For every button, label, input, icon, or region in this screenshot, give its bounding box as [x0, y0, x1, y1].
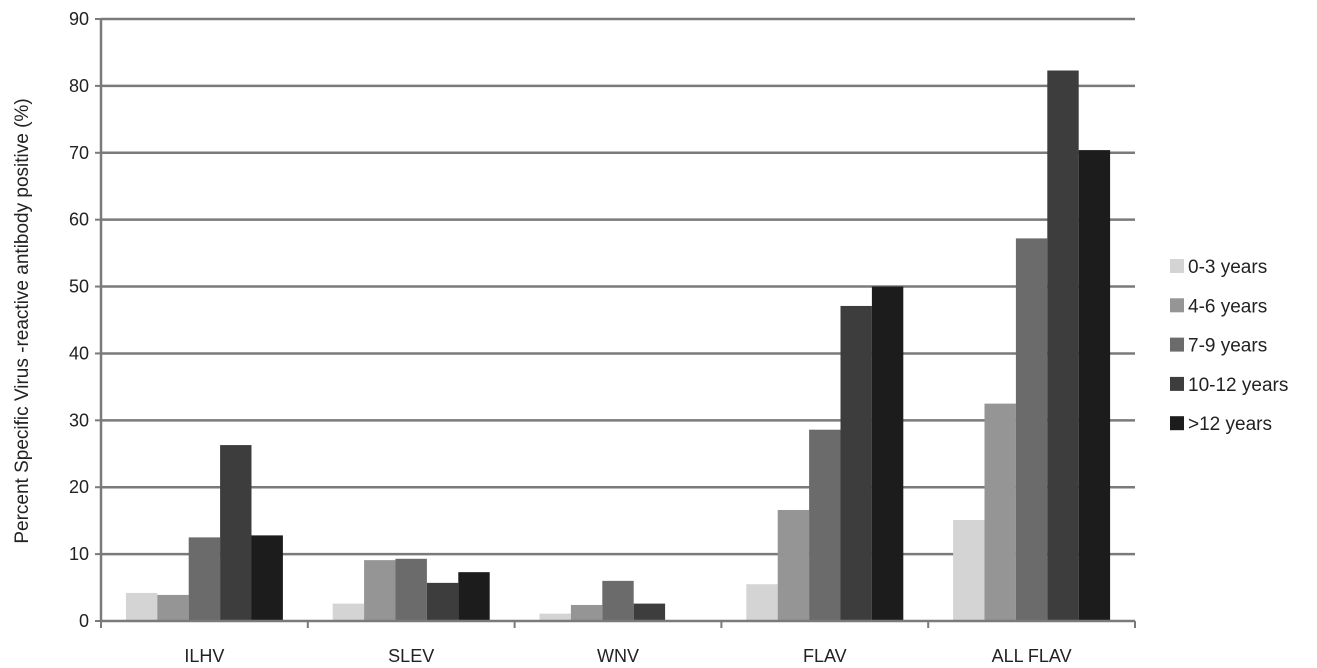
legend-label: 7-9 years: [1188, 336, 1267, 357]
bar-slev-series-5: [458, 572, 490, 621]
x-tick-label: ILHV: [184, 646, 224, 666]
y-tick-label: 60: [69, 210, 89, 230]
x-tick-label: WNV: [597, 646, 639, 666]
legend: 0-3 years 4-6 years 7-9 years 10-12 years >1…: [1170, 257, 1288, 435]
bar-flav-series-1: [746, 584, 778, 621]
bar-all-flav-series-3: [1015, 238, 1048, 621]
y-axis-title: Percent Specific Virus -reactive antibod…: [12, 98, 33, 543]
bars: [125, 70, 1111, 621]
x-tick-label: FLAV: [803, 646, 847, 666]
y-tick-label: 80: [69, 76, 89, 96]
y-tick-label: 40: [69, 343, 89, 363]
y-tick-label: 10: [69, 544, 89, 564]
y-tick-label: 50: [69, 277, 89, 297]
bar-flav-series-4: [840, 305, 872, 621]
legend-swatch: [1170, 298, 1184, 313]
x-tick-label: SLEV: [388, 646, 434, 666]
bar-slev-series-4: [426, 582, 459, 621]
legend-label: 10-12 years: [1188, 375, 1288, 396]
y-tick-label: 90: [69, 9, 89, 29]
legend-swatch: [1170, 259, 1184, 273]
y-tick-label: 70: [69, 143, 89, 163]
y-tick-label: 30: [69, 410, 89, 430]
bar-wnv-series-3: [602, 580, 634, 621]
bar-all-flav-series-1: [953, 519, 985, 621]
bar-all-flav-series-4: [1047, 70, 1079, 621]
bar-flav-series-3: [809, 429, 841, 621]
bar-slev-series-1: [332, 603, 365, 621]
bar-ilhv-series-4: [220, 445, 252, 621]
x-tick-label: ALL FLAV: [992, 646, 1072, 666]
bar-all-flav-series-5: [1078, 150, 1111, 621]
bar-ilhv-series-5: [251, 535, 283, 621]
legend-swatch: [1170, 416, 1184, 431]
legend-swatch: [1170, 337, 1184, 352]
legend-label: 4-6 years: [1188, 296, 1267, 317]
y-tick-label: 0: [79, 611, 89, 631]
bar-slev-series-3: [395, 558, 427, 621]
y-tick-label: 20: [69, 477, 89, 497]
legend-label: >12 years: [1188, 414, 1272, 435]
legend-swatch: [1170, 376, 1184, 391]
bar-ilhv-series-1: [125, 592, 158, 621]
bar-wnv-series-1: [539, 613, 571, 621]
bar-wnv-series-2: [570, 604, 603, 621]
bar-all-flav-series-2: [984, 403, 1016, 621]
bar-ilhv-series-3: [188, 537, 221, 621]
bar-flav-series-5: [871, 286, 904, 621]
bar-wnv-series-4: [633, 603, 666, 621]
axes: 0 10 20 30 40 50 60 70 80 90 ILHV SLEV WNV FLAV ALL FL…: [69, 9, 1136, 666]
bar-ilhv-series-2: [157, 594, 189, 621]
bar-flav-series-2: [777, 509, 810, 621]
gridlines: [101, 17, 1135, 556]
bar-slev-series-2: [364, 560, 396, 621]
legend-label: 0-3 years: [1188, 257, 1267, 278]
